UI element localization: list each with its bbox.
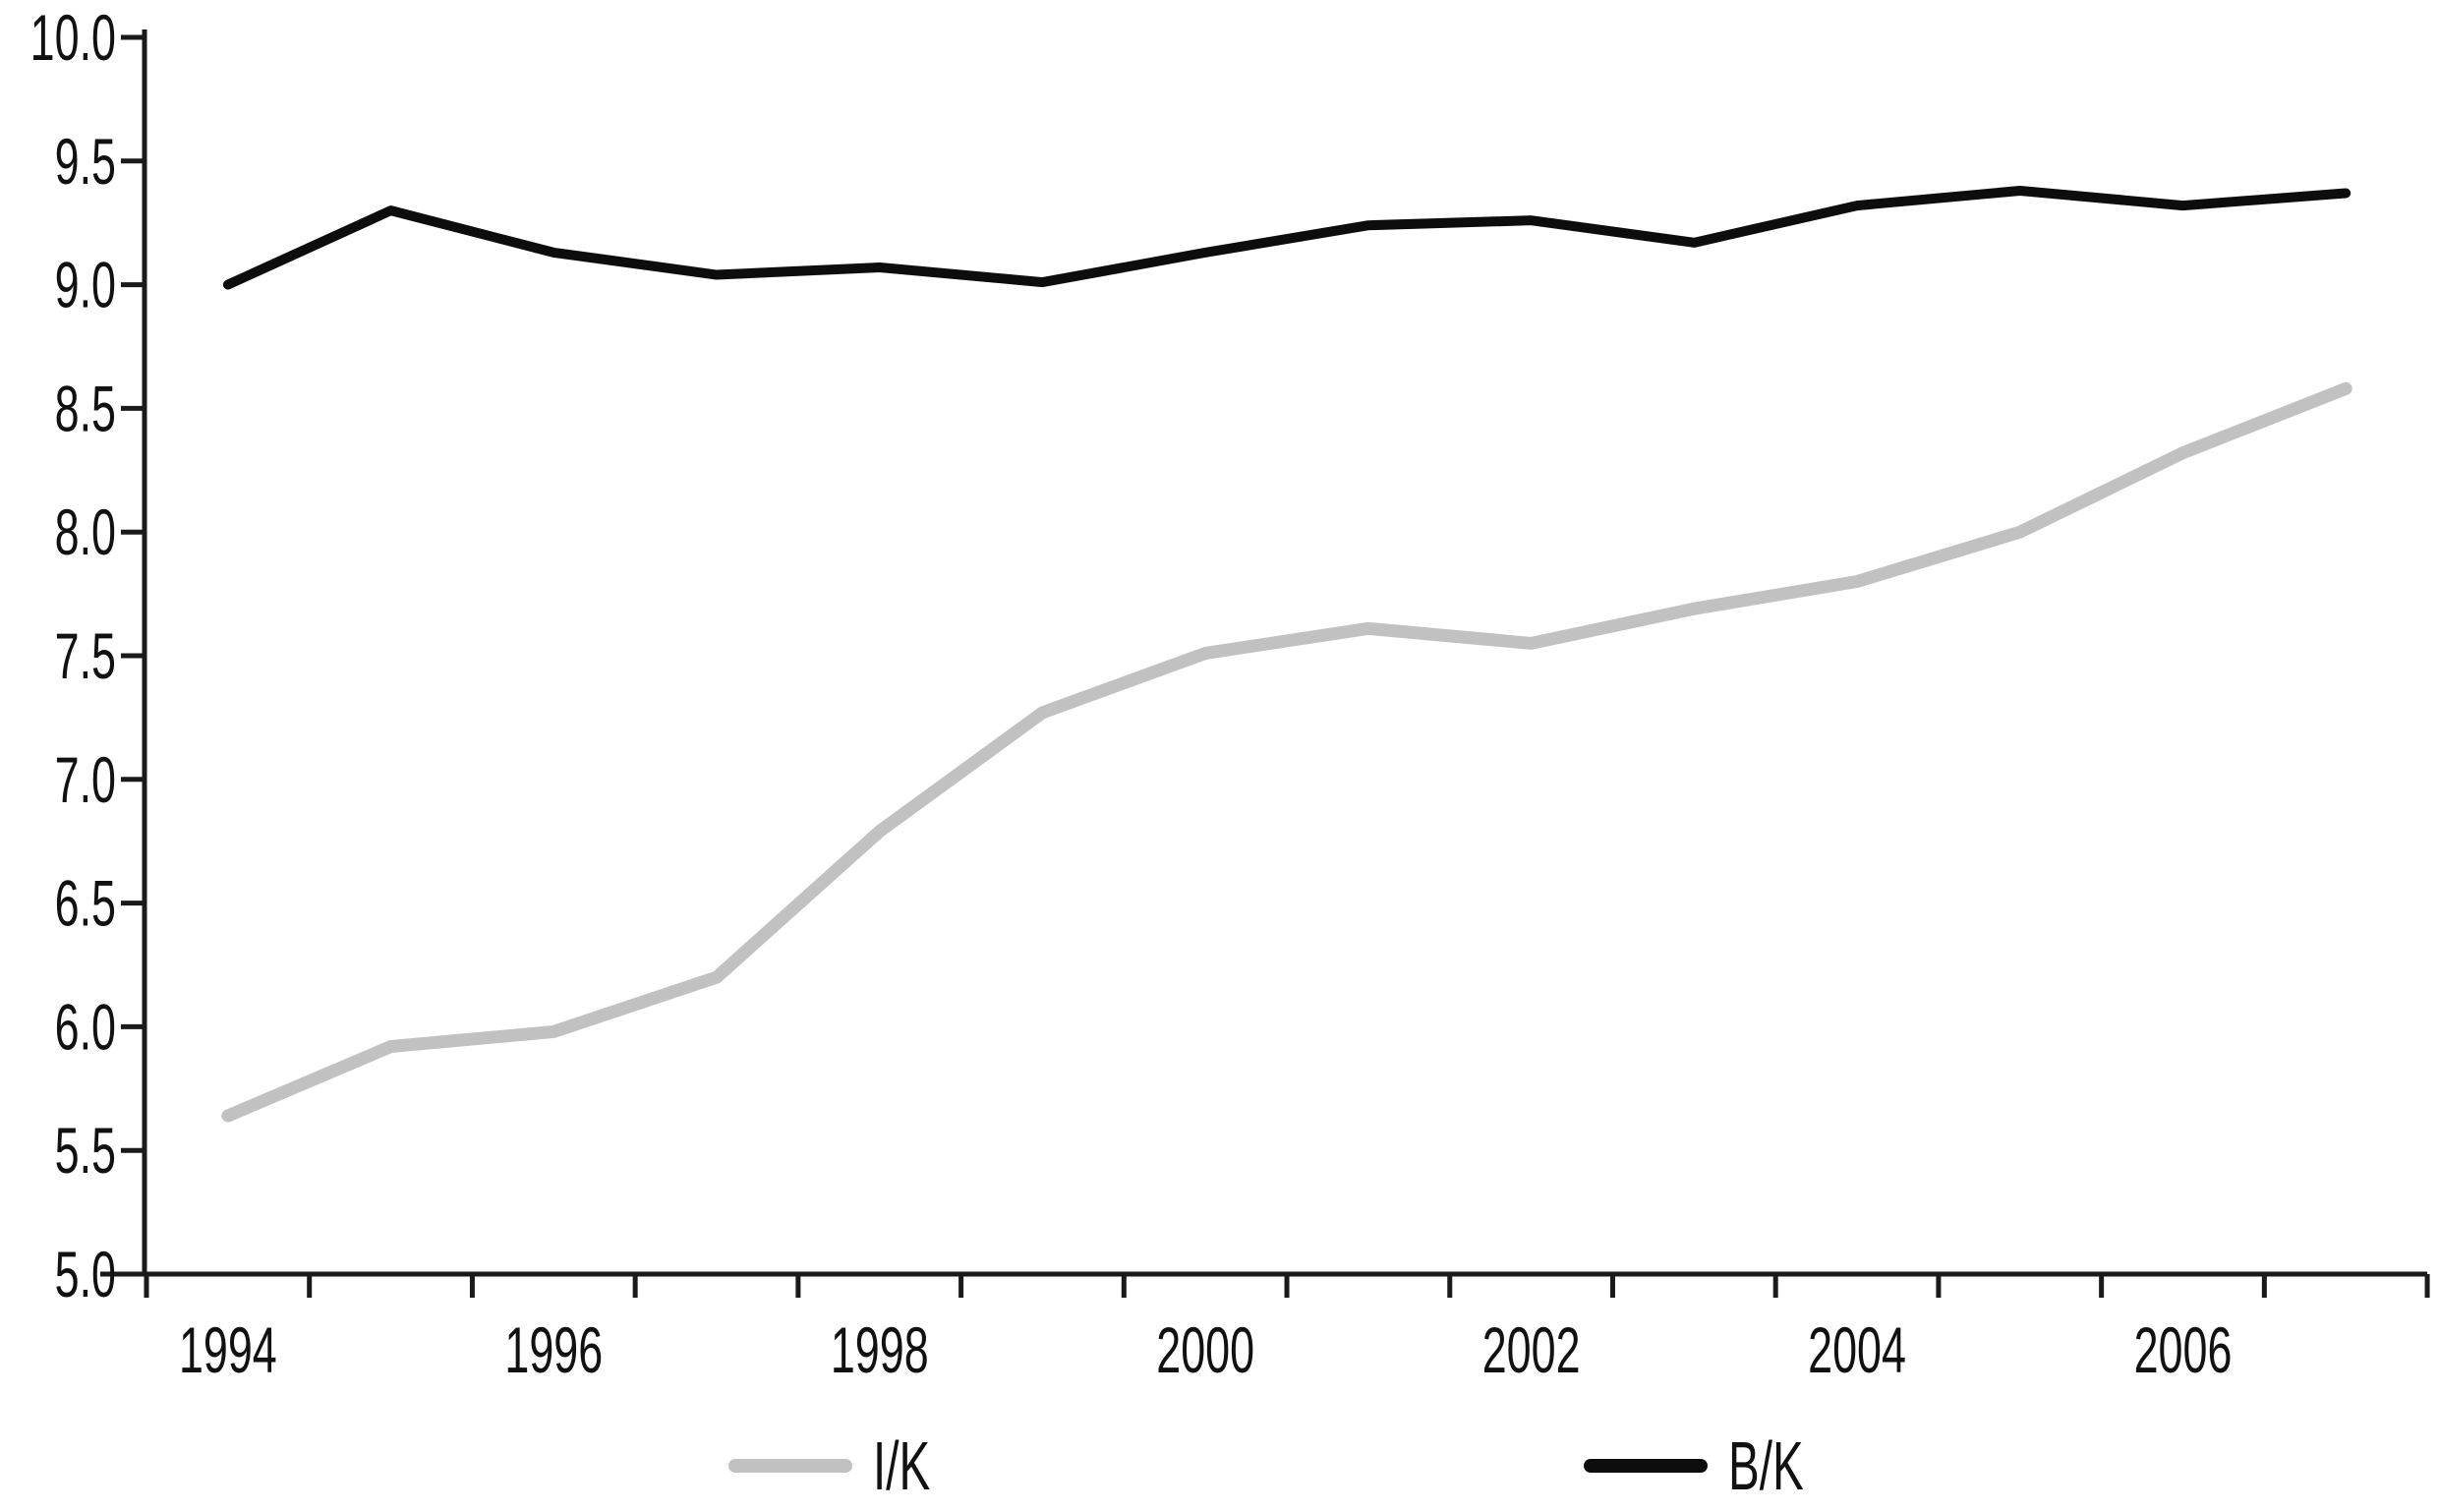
series-line-bk [222,185,2351,290]
y-axis-tick-label: 8.0 [55,496,116,569]
x-axis-tick-label: 1996 [504,1313,603,1386]
legend-label-bk: B/K [1728,1427,1804,1504]
y-axis-tick-label: 5.5 [55,1115,116,1188]
legend-label-ik: I/K [873,1427,930,1504]
y-axis-tick-label: 9.5 [55,125,116,198]
y-axis-tick-label: 6.0 [55,991,116,1064]
x-axis-tick-label: 2006 [2134,1313,2233,1386]
x-axis-tick-label: 1994 [179,1313,277,1386]
x-axis-tick-label: 2004 [1808,1313,1906,1386]
y-axis-tick-label: 8.5 [55,373,116,445]
y-axis-tick-label: 7.5 [55,619,116,692]
x-axis-tick-label: 1998 [831,1313,929,1386]
y-axis-tick-label: 9.0 [55,249,116,321]
y-axis-tick-label: 10.0 [30,1,116,74]
y-axis-tick-label: 5.0 [55,1238,116,1310]
x-axis-tick-label: 2000 [1156,1313,1254,1386]
x-axis-tick-label: 2002 [1482,1313,1581,1386]
y-axis-tick-label: 7.0 [55,743,116,816]
y-axis-tick-label: 6.5 [55,867,116,940]
series-line-ik [221,381,2352,1123]
